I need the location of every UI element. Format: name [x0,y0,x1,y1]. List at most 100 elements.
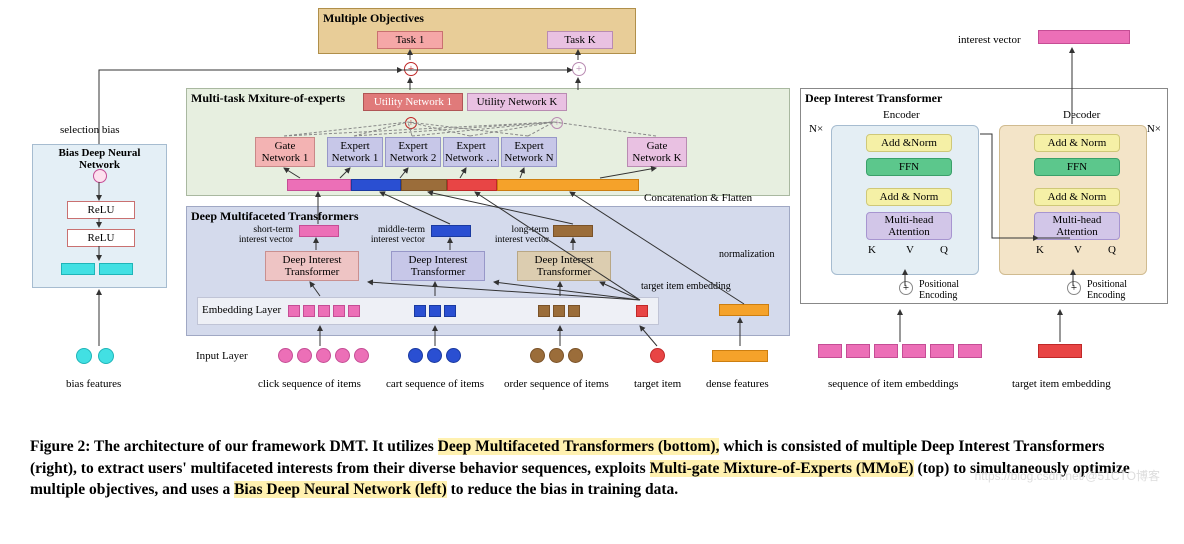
enc-mha: Multi-head Attention [866,212,952,240]
enc-addnorm2: Add & Norm [866,188,952,206]
plus-task1: + [404,62,418,76]
encoder-label: Encoder [883,109,920,121]
se1 [818,344,842,358]
cart-seq-label: cart sequence of items [386,378,484,390]
mmoe-panel: Multi-task Mxiture-of-experts Utility Ne… [186,88,790,196]
pe1 [288,305,300,317]
plus-util1: + [405,117,417,129]
se6 [958,344,982,358]
dit-detail-title: Deep Interest Transformer [805,91,942,106]
target-item-label: target item [634,378,681,390]
dec-addnorm2: Add & Norm [1034,188,1120,206]
enc-ffn: FFN [866,158,952,176]
pe-right-label: Positional Encoding [1087,279,1141,301]
orange-emb [719,304,769,316]
long-label: long-term interest vector [485,225,549,246]
pi2 [297,348,312,363]
pe-right-plus: + [1067,281,1081,295]
exp3-box: Expert Network … [443,137,499,167]
pe-left-plus: + [899,281,913,295]
pi4 [335,348,350,363]
taskK-box: Task K [547,31,613,49]
enc-k: K [868,244,876,256]
concat-label: Concatenation & Flatten [644,192,752,204]
watermark: https://blog.csdn.net/@51CTO博客 [975,467,1160,484]
selection-bias-label: selection bias [60,124,120,136]
input-label: Input Layer [196,350,248,362]
long-vec [553,225,593,237]
middle-vec [431,225,471,237]
be3 [444,305,456,317]
order-seq-label: order sequence of items [504,378,609,390]
dmt-panel: Deep Multifaceted Transformers short-ter… [186,206,790,336]
seq-emb-label: sequence of item embeddings [828,378,958,390]
bias-title: Bias Deep Neural Network [37,147,162,171]
be2 [429,305,441,317]
embedding-label: Embedding Layer [202,304,281,316]
se2 [846,344,870,358]
bias-dnn-panel: Bias Deep Neural Network ReLU ReLU [32,144,167,288]
br2 [553,305,565,317]
dec-ffn: FFN [1034,158,1120,176]
bias-emb-2 [99,263,133,275]
dmt-title: Deep Multifaceted Transformers [191,209,359,224]
pi3 [316,348,331,363]
dit1-box: Deep Interest Transformer [265,251,359,281]
red-emb [636,305,648,317]
middle-label: middle-term interest vector [361,225,425,246]
relu-2: ReLU [67,229,135,247]
dit-detail-panel: Deep Interest Transformer N× N× Encoder … [800,88,1168,304]
bi3 [446,348,461,363]
util1-box: Utility Network 1 [363,93,463,111]
short-vec [299,225,339,237]
embedding-layer-panel: Embedding Layer [197,297,659,325]
target-item-emb-label: target item embedding [1012,378,1111,390]
interest-vector-label: interest vector [958,34,1021,46]
relu-1: ReLU [67,201,135,219]
cap-h2: Multi-gate Mixture-of-Experts (MMoE) [650,460,914,477]
decoder-panel: Add & Norm FFN Add & Norm Multi-head Att… [999,125,1147,275]
dec-q: Q [1108,244,1116,256]
se5 [930,344,954,358]
encoder-panel: Add &Norm FFN Add & Norm Multi-head Atte… [831,125,979,275]
bri3 [568,348,583,363]
dit3-box: Deep Interest Transformer [517,251,611,281]
pe5 [348,305,360,317]
mmoe-title: Multi-task Mxiture-of-experts [191,91,345,106]
pe4 [333,305,345,317]
dense-bar [712,350,768,362]
enc-v: V [906,244,914,256]
bri2 [549,348,564,363]
be1 [414,305,426,317]
target-dot [650,348,665,363]
dit2-box: Deep Interest Transformer [391,251,485,281]
click-seq-label: click sequence of items [258,378,361,390]
se3 [874,344,898,358]
bias-emb-1 [61,263,95,275]
concat-seg-1 [287,179,351,191]
exp4-box: Expert Network N [501,137,557,167]
enc-addnorm1: Add &Norm [866,134,952,152]
plus-utilK: + [551,117,563,129]
concat-seg-5 [497,179,639,191]
dec-addnorm1: Add & Norm [1034,134,1120,152]
cap-suffix: to reduce the bias in training data. [447,481,678,498]
pe2 [303,305,315,317]
normalization-label: normalization [719,249,775,260]
br1 [538,305,550,317]
nx-right: N× [1147,123,1161,135]
pe-left-label: Positional Encoding [919,279,973,301]
concat-seg-2 [351,179,401,191]
enc-q: Q [940,244,948,256]
interest-vector-box [1038,30,1130,44]
dec-v: V [1074,244,1082,256]
bi1 [408,348,423,363]
decoder-label: Decoder [1063,109,1100,121]
bias-features-label: bias features [66,378,121,390]
bri1 [530,348,545,363]
exp1-box: Expert Network 1 [327,137,383,167]
multiple-objectives-panel: Multiple Objectives Task 1 Task K [318,8,636,54]
nx-left: N× [809,123,823,135]
utilK-box: Utility Network K [467,93,567,111]
bias-output-dot [93,169,107,183]
